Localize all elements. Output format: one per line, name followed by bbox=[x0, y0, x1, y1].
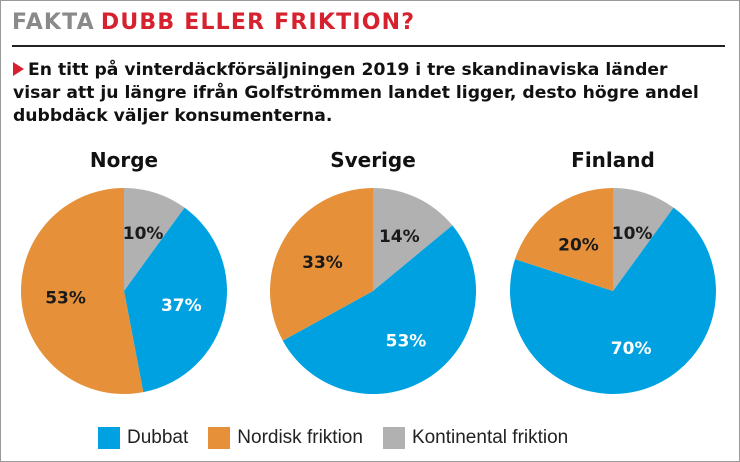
bullet-triangle-icon bbox=[13, 62, 24, 76]
header-rule bbox=[12, 45, 725, 47]
pie-label-sverige-nordisk: 33% bbox=[302, 253, 343, 273]
legend-item-kontinental: Kontinental friktion bbox=[382, 427, 569, 449]
pie-slice-sverige-dubbat bbox=[282, 225, 477, 395]
pie-label-finland-kontinental: 10% bbox=[612, 224, 653, 244]
legend-label-kontinental: Kontinental friktion bbox=[411, 427, 569, 448]
pie-slice-finland-kontinental bbox=[613, 188, 674, 291]
pie-label-sverige-kontinental: 14% bbox=[379, 227, 420, 247]
pie-slice-norge-nordisk bbox=[21, 188, 144, 394]
header-title: DUBB ELLER FRIKTION? bbox=[100, 10, 416, 35]
legend-swatch-nordisk bbox=[208, 427, 231, 449]
header-label: FAKTA bbox=[12, 10, 95, 35]
pie-slice-sverige-nordisk bbox=[270, 188, 373, 341]
legend-item-dubbat: Dubbat bbox=[98, 427, 188, 449]
intro-body: En titt på vinterdäckförsäljningen 2019 … bbox=[13, 60, 699, 126]
pie-slice-norge-dubbat bbox=[124, 207, 228, 393]
pie-label-sverige-dubbat: 53% bbox=[386, 332, 427, 352]
pie-label-norge-nordisk: 53% bbox=[45, 289, 86, 309]
legend-swatch-dubbat bbox=[98, 427, 120, 449]
pie-title-finland: Finland bbox=[571, 148, 655, 172]
pie-charts: 10% 37% 53% 14% 53% 33% 10% 70% 20% bbox=[21, 187, 716, 395]
pie-slice-sverige-kontinental bbox=[373, 187, 453, 291]
pie-slice-finland-nordisk bbox=[515, 188, 613, 291]
pie-slice-finland-dubbat bbox=[510, 207, 716, 394]
header: FAKTA DUBB ELLER FRIKTION? bbox=[12, 10, 415, 36]
pie-slice-norge-kontinental bbox=[124, 188, 185, 291]
legend: Dubbat Nordisk friktion Kontinental frik… bbox=[98, 425, 588, 451]
legend-item-nordisk: Nordisk friktion bbox=[208, 427, 363, 449]
legend-swatch-kontinental bbox=[382, 427, 405, 449]
pie-label-finland-dubbat: 70% bbox=[611, 339, 652, 359]
intro-text: En titt på vinterdäckförsäljningen 2019 … bbox=[13, 59, 713, 128]
legend-label-dubbat: Dubbat bbox=[127, 427, 189, 448]
legend-label-nordisk: Nordisk friktion bbox=[237, 427, 363, 448]
pie-title-sverige: Sverige bbox=[330, 148, 416, 172]
pie-label-norge-kontinental: 10% bbox=[123, 224, 164, 244]
pie-label-finland-nordisk: 20% bbox=[558, 236, 599, 256]
pie-label-norge-dubbat: 37% bbox=[161, 296, 202, 316]
pie-title-norge: Norge bbox=[89, 148, 159, 172]
